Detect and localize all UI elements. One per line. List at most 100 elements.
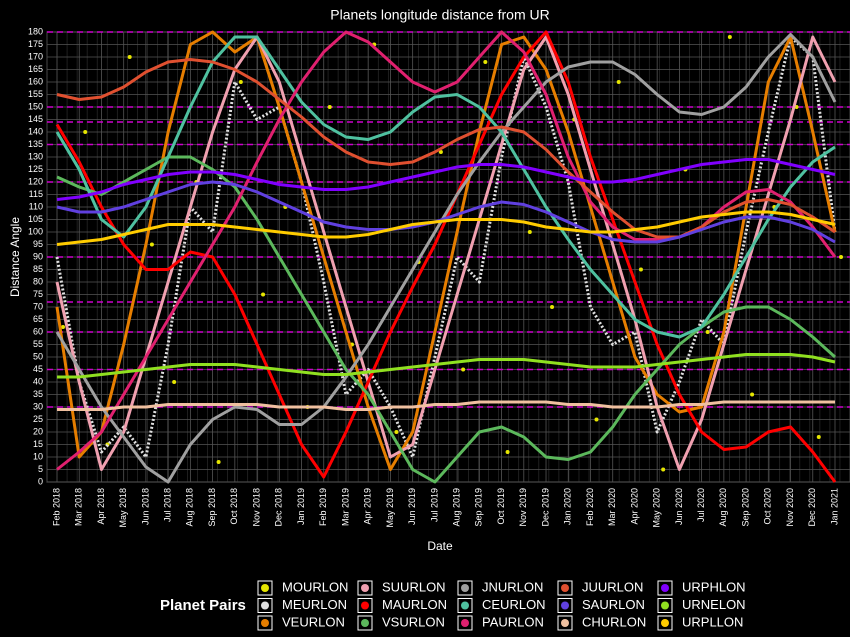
y-tick-label: 145 — [28, 114, 43, 124]
series-line — [56, 210, 836, 246]
data-dot — [750, 392, 755, 397]
x-tick-label: Jan 2020 — [563, 488, 573, 525]
legend-label: CHURLON — [582, 614, 646, 629]
series-line — [55, 35, 836, 339]
data-dot — [83, 130, 88, 134]
data-dot — [527, 230, 532, 234]
series-line — [56, 58, 836, 239]
legend-swatch — [661, 601, 669, 610]
y-tick-label: 125 — [28, 164, 43, 174]
legend-label: PAURLON — [482, 614, 544, 629]
legend-swatch — [461, 584, 469, 592]
y-tick-label: 105 — [28, 214, 43, 224]
y-tick-label: 40 — [33, 376, 43, 386]
y-tick-label: 130 — [28, 151, 43, 161]
x-tick-label: Dec 2019 — [540, 488, 550, 527]
x-tick-label: Jul 2018 — [163, 488, 173, 522]
y-axis-title: Distance Angle — [8, 217, 22, 297]
legend-swatch — [261, 601, 269, 610]
legend-swatch — [561, 601, 569, 610]
y-tick-label: 90 — [33, 251, 43, 261]
x-tick-label: Sep 2019 — [474, 488, 484, 527]
y-tick-label: 80 — [33, 276, 43, 286]
y-tick-label: 155 — [28, 89, 43, 99]
legend-swatch — [361, 619, 369, 627]
x-tick-label: Mar 2020 — [607, 488, 617, 526]
data-dot — [839, 255, 843, 259]
legend-swatch — [261, 619, 269, 627]
y-tick-label: 25 — [33, 414, 43, 424]
y-tick-label: 20 — [33, 426, 43, 436]
x-tick-label: Dec 2018 — [274, 488, 284, 527]
x-tick-label: Nov 2018 — [251, 488, 261, 527]
legend-swatch — [261, 584, 269, 592]
legend-label: URNELON — [682, 597, 746, 612]
legend-label: JNURLON — [482, 579, 543, 594]
y-tick-label: 70 — [33, 301, 43, 311]
data-dot — [550, 305, 555, 309]
x-tick-label: Dec 2020 — [807, 488, 817, 527]
y-tick-label: 15 — [33, 439, 43, 449]
legend-swatch — [361, 584, 369, 592]
x-tick-label: Jul 2020 — [696, 488, 706, 522]
x-tick-label: Apr 2019 — [363, 488, 373, 525]
legend-label: SUURLON — [382, 579, 446, 594]
x-tick-label: Oct 2018 — [229, 488, 239, 525]
x-tick-label: Nov 2020 — [785, 488, 795, 527]
data-dot — [461, 367, 466, 372]
y-tick-label: 180 — [28, 26, 43, 36]
x-tick-label: Mar 2019 — [340, 488, 350, 526]
y-tick-label: 165 — [28, 64, 43, 74]
x-tick-label: Jun 2020 — [674, 488, 684, 525]
data-dot — [638, 267, 643, 272]
legend-swatch — [461, 619, 469, 627]
x-tick-label: Aug 2018 — [185, 488, 195, 527]
legend-label: SAURLON — [582, 597, 645, 612]
x-axis-title: Date — [427, 539, 453, 553]
legend-swatch — [561, 584, 569, 592]
x-tick-label: Feb 2019 — [318, 488, 328, 526]
y-tick-label: 65 — [33, 314, 43, 324]
data-dot — [61, 325, 65, 329]
y-tick-label: 50 — [33, 351, 43, 361]
x-tick-label: May 2019 — [385, 488, 395, 528]
x-tick-label: Oct 2020 — [763, 488, 773, 525]
x-tick-label: Apr 2018 — [96, 488, 106, 525]
x-tick-label: Feb 2020 — [585, 488, 595, 526]
y-tick-label: 55 — [33, 339, 43, 349]
x-tick-label: Aug 2020 — [718, 488, 728, 527]
data-dot — [216, 460, 221, 464]
y-tick-label: 85 — [33, 264, 43, 274]
legend-label: URPHLON — [682, 579, 746, 594]
legend-swatch — [361, 601, 369, 610]
legend-label: VSURLON — [382, 614, 445, 629]
series-line — [55, 33, 837, 484]
x-tick-label: Sep 2020 — [740, 488, 750, 527]
legend-title: Planet Pairs — [160, 597, 246, 614]
legend-swatch — [461, 601, 469, 610]
x-tick-label: Jul 2019 — [429, 488, 439, 522]
legend-label: MEURLON — [282, 597, 347, 612]
x-tick-label: Sep 2018 — [207, 488, 217, 527]
chart-title: Planets longitude distance from UR — [330, 7, 549, 23]
y-tick-label: 30 — [33, 401, 43, 411]
y-tick-label: 135 — [28, 139, 43, 149]
y-tick-label: 175 — [28, 39, 43, 49]
y-tick-label: 10 — [33, 451, 43, 461]
x-tick-label: Jun 2018 — [140, 488, 150, 525]
x-tick-label: Nov 2019 — [518, 488, 528, 527]
series-line — [56, 158, 836, 201]
legend-swatch — [661, 584, 669, 592]
y-tick-label: 160 — [28, 76, 43, 86]
x-tick-label: May 2018 — [118, 488, 128, 528]
data-dot — [261, 292, 266, 297]
x-tick-label: Jan 2019 — [296, 488, 306, 525]
data-dot — [661, 467, 666, 472]
x-tick-label: May 2020 — [652, 488, 662, 528]
data-dot — [394, 430, 399, 434]
x-tick-label: Mar 2018 — [74, 488, 84, 526]
data-dot — [616, 80, 621, 84]
y-tick-label: 60 — [33, 326, 43, 336]
y-tick-label: 150 — [28, 101, 43, 111]
